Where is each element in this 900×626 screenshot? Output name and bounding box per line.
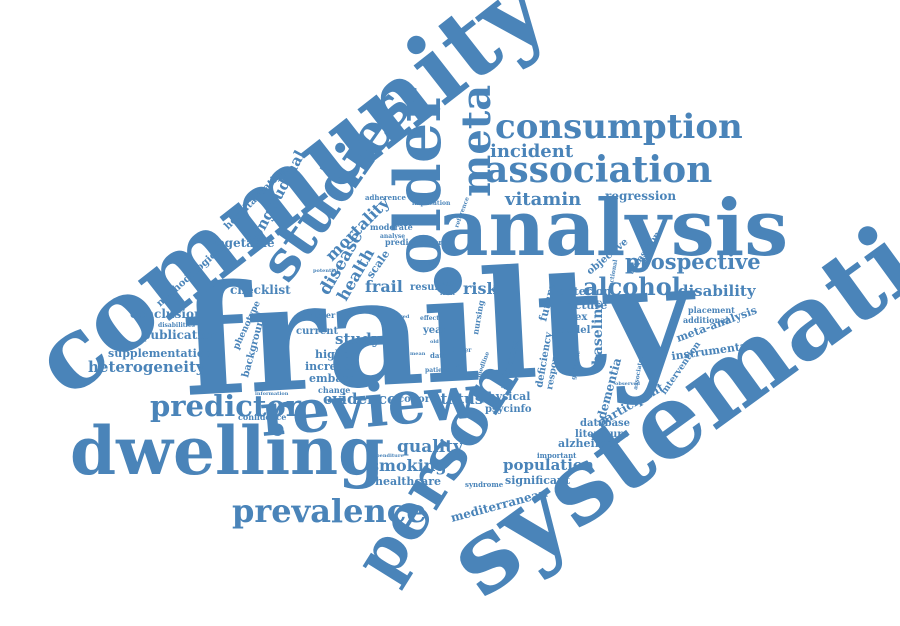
word-status: status xyxy=(432,390,483,408)
word-consumption: consumption xyxy=(495,107,743,147)
word-current: current xyxy=(296,326,339,337)
word-woman: woman xyxy=(407,260,432,267)
word-syndrome: syndrome xyxy=(465,480,504,489)
word-prospective: prospective xyxy=(625,249,761,274)
word-expenditure: expenditure xyxy=(370,453,404,459)
word-ratio: ratio xyxy=(440,281,456,288)
word-meta: meta xyxy=(453,85,500,197)
word-risk: risk xyxy=(463,279,499,298)
word-data: data xyxy=(430,351,448,360)
word-heterogeneity: heterogeneity xyxy=(88,358,206,376)
word-old: old xyxy=(430,339,439,345)
word-embase: embase xyxy=(309,372,356,385)
word-regression: regression xyxy=(605,189,676,203)
word-population: population xyxy=(503,456,594,474)
word-result: result xyxy=(410,282,443,293)
word-supplementation: supplementation xyxy=(108,347,212,360)
word-smoking: smoking xyxy=(370,456,447,475)
word-vegetable: vegetable xyxy=(209,236,275,250)
word-alzheimer: alzheimer xyxy=(558,437,619,450)
word-disabilities: disabilities xyxy=(158,322,196,329)
word-significant: significant xyxy=(505,474,571,487)
word-analyse: analyse xyxy=(380,233,405,240)
word-study: study xyxy=(335,330,382,348)
word-analysis: analysis xyxy=(438,183,788,274)
word-potential: potential xyxy=(313,268,338,274)
word-association: association xyxy=(485,149,712,191)
word-placement: placement xyxy=(688,305,735,315)
word-confidence: confidence xyxy=(238,412,286,422)
word-additional: additional xyxy=(683,315,729,325)
word-publication: publication xyxy=(142,328,219,342)
word-lower: lower xyxy=(453,347,472,354)
word-evidence: evidence xyxy=(323,390,397,408)
word-alcohol: alcohol xyxy=(583,272,681,301)
word-information: information xyxy=(255,391,289,397)
word-index: index xyxy=(557,312,588,323)
word-quality: quality xyxy=(397,437,464,457)
word-frailty: frailty xyxy=(178,228,702,431)
word-aged: aged xyxy=(396,314,410,320)
word-increase: increase xyxy=(305,360,357,373)
word-observed: observed xyxy=(615,381,641,387)
word-fracture: fracture xyxy=(557,299,607,312)
word-effect: effect xyxy=(420,315,439,322)
word-physical: physical xyxy=(480,390,530,403)
word-measure: measure xyxy=(413,238,447,247)
word-cohort: cohort xyxy=(398,394,435,405)
word-database: database xyxy=(580,418,630,429)
word-checklist: checklist xyxy=(230,283,291,297)
word-healthcare: healthcare xyxy=(375,475,441,488)
word-predictor: predictor xyxy=(150,389,302,423)
word-higher: higher xyxy=(315,348,356,361)
word-predict: predict xyxy=(385,237,417,247)
word-moderate: moderate xyxy=(370,222,413,232)
word-older: older xyxy=(381,88,456,275)
word-criterion: criterion xyxy=(557,285,611,298)
word-conclusion: conclusion xyxy=(130,307,203,321)
word-mean: mean xyxy=(410,351,426,357)
word-incident: incident xyxy=(490,141,574,162)
word-change: change xyxy=(318,385,350,395)
word-frail: frail xyxy=(365,277,403,296)
word-fruit: fruit xyxy=(440,290,455,297)
word-model: model xyxy=(556,325,591,336)
word-smoker: smoker xyxy=(302,310,336,320)
word-implication: implication xyxy=(412,200,451,207)
word-literature: literature xyxy=(575,429,629,440)
word-dwelling: dwelling xyxy=(70,412,384,490)
word-psycinfo: psycinfo xyxy=(485,404,532,415)
word-year: year xyxy=(422,325,448,336)
word-vitamin: vitamin xyxy=(504,189,581,210)
word-adherence: adherence xyxy=(365,193,406,202)
word-patient: patient xyxy=(425,367,449,374)
word-prevalence: prevalence xyxy=(232,492,427,530)
word-baseline: baseline xyxy=(590,300,606,365)
word-important: important xyxy=(537,451,577,460)
word-disability: disability xyxy=(678,282,757,300)
